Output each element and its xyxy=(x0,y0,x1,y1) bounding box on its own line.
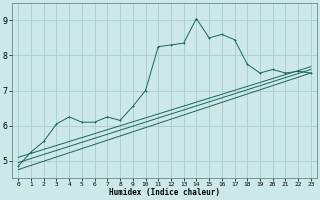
X-axis label: Humidex (Indice chaleur): Humidex (Indice chaleur) xyxy=(109,188,220,197)
